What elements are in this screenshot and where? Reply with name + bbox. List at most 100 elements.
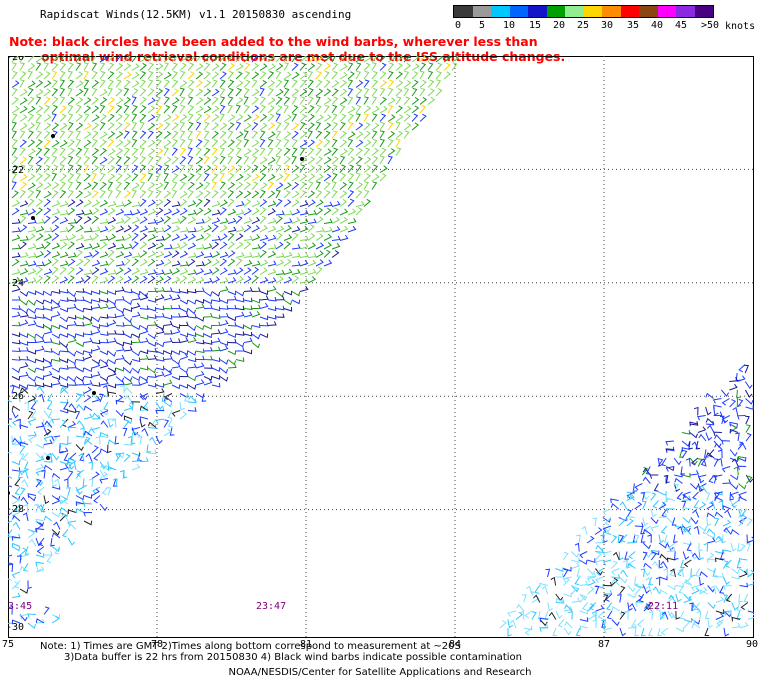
wind-barb xyxy=(667,610,675,619)
wind-barb xyxy=(275,269,285,275)
wind-barb xyxy=(211,321,221,326)
wind-barb xyxy=(91,345,101,352)
wind-barb xyxy=(83,275,91,284)
wind-barb xyxy=(211,113,220,122)
wind-barb xyxy=(259,259,269,267)
wind-barb xyxy=(187,325,197,332)
wind-barb xyxy=(59,324,69,330)
wind-barb xyxy=(147,79,154,88)
wind-barb xyxy=(75,80,84,88)
wind-barb xyxy=(698,501,707,510)
wind-barb xyxy=(51,478,57,488)
wind-barb xyxy=(59,288,69,294)
wind-barb xyxy=(634,576,639,586)
wind-barb xyxy=(67,363,77,369)
wind-barb xyxy=(713,431,722,437)
wind-barb xyxy=(363,165,372,173)
wind-barb xyxy=(35,455,45,462)
wind-barb xyxy=(171,328,181,335)
wind-barb xyxy=(655,576,661,586)
wind-barb xyxy=(307,70,314,80)
wind-barb xyxy=(43,359,53,364)
wind-barb xyxy=(106,487,112,496)
wind-barb xyxy=(67,104,74,114)
wind-barb xyxy=(665,474,670,484)
wind-barb xyxy=(83,131,92,139)
wind-barb xyxy=(411,56,420,63)
wind-barb xyxy=(35,275,44,284)
wind-barb xyxy=(371,113,378,122)
wind-barb xyxy=(139,198,147,207)
wind-barb xyxy=(211,224,219,233)
wind-barb xyxy=(43,259,52,267)
wind-barb xyxy=(187,87,194,97)
wind-barb xyxy=(99,338,109,344)
wind-barb xyxy=(27,395,37,403)
wind-barb xyxy=(747,579,754,586)
wind-barb xyxy=(695,440,701,450)
wind-barb xyxy=(219,181,226,190)
wind-barb xyxy=(11,512,21,519)
wind-barb xyxy=(163,215,171,224)
wind-barb xyxy=(67,427,77,432)
wind-barb xyxy=(161,393,167,402)
wind-barb xyxy=(27,226,37,233)
wind-barb xyxy=(171,243,181,250)
wind-barb xyxy=(387,56,396,63)
wind-barb xyxy=(677,525,684,535)
wind-barb xyxy=(331,172,338,182)
swath-time-label: 23:47 xyxy=(256,601,286,612)
wind-barb xyxy=(187,113,194,122)
wind-barb xyxy=(123,321,133,326)
wind-barb xyxy=(59,333,69,338)
wind-barb xyxy=(379,56,387,63)
wind-barb xyxy=(123,307,133,313)
wind-barb xyxy=(187,258,196,267)
wind-barb xyxy=(689,457,698,466)
wind-barb xyxy=(657,458,664,467)
wind-barb xyxy=(171,324,181,329)
wind-barb xyxy=(131,338,141,343)
wind-barb xyxy=(83,520,93,526)
wind-barb xyxy=(387,62,395,71)
wind-barb xyxy=(634,522,644,528)
legend-tick-label: 40 xyxy=(651,20,664,31)
wind-barb xyxy=(147,354,157,360)
wind-barb xyxy=(723,525,732,534)
wind-barb xyxy=(235,233,244,241)
wind-barb xyxy=(729,399,737,408)
wind-barb xyxy=(645,585,653,595)
wind-barb xyxy=(43,515,53,522)
wind-barb xyxy=(163,320,173,326)
wind-barb xyxy=(75,71,84,80)
wind-barb xyxy=(38,537,45,547)
wind-barb xyxy=(690,551,698,560)
wind-barb xyxy=(195,130,202,139)
wind-barb xyxy=(139,294,149,301)
wind-barb xyxy=(27,260,37,267)
wind-barb xyxy=(331,242,341,250)
wind-barb xyxy=(171,288,181,294)
wind-barb xyxy=(83,349,93,354)
wind-barb xyxy=(163,130,172,139)
wind-barb xyxy=(315,259,324,267)
wind-barb xyxy=(35,88,44,97)
wind-barb xyxy=(147,105,156,114)
wind-barb xyxy=(88,461,93,471)
wind-barb xyxy=(11,138,18,148)
wind-barb xyxy=(59,499,69,505)
wind-barb xyxy=(299,130,308,139)
wind-barb xyxy=(251,342,261,349)
wind-barb xyxy=(219,96,226,105)
wind-barb xyxy=(8,563,14,573)
wind-barb xyxy=(738,593,743,603)
wind-barb xyxy=(91,70,98,80)
wind-barb xyxy=(139,349,149,355)
wind-barb xyxy=(705,392,714,399)
wind-barb xyxy=(163,337,173,343)
wind-barb xyxy=(235,147,242,156)
wind-barb xyxy=(283,182,292,190)
wind-barb xyxy=(323,218,333,224)
wind-barb xyxy=(650,492,657,501)
wind-barb xyxy=(107,465,117,471)
